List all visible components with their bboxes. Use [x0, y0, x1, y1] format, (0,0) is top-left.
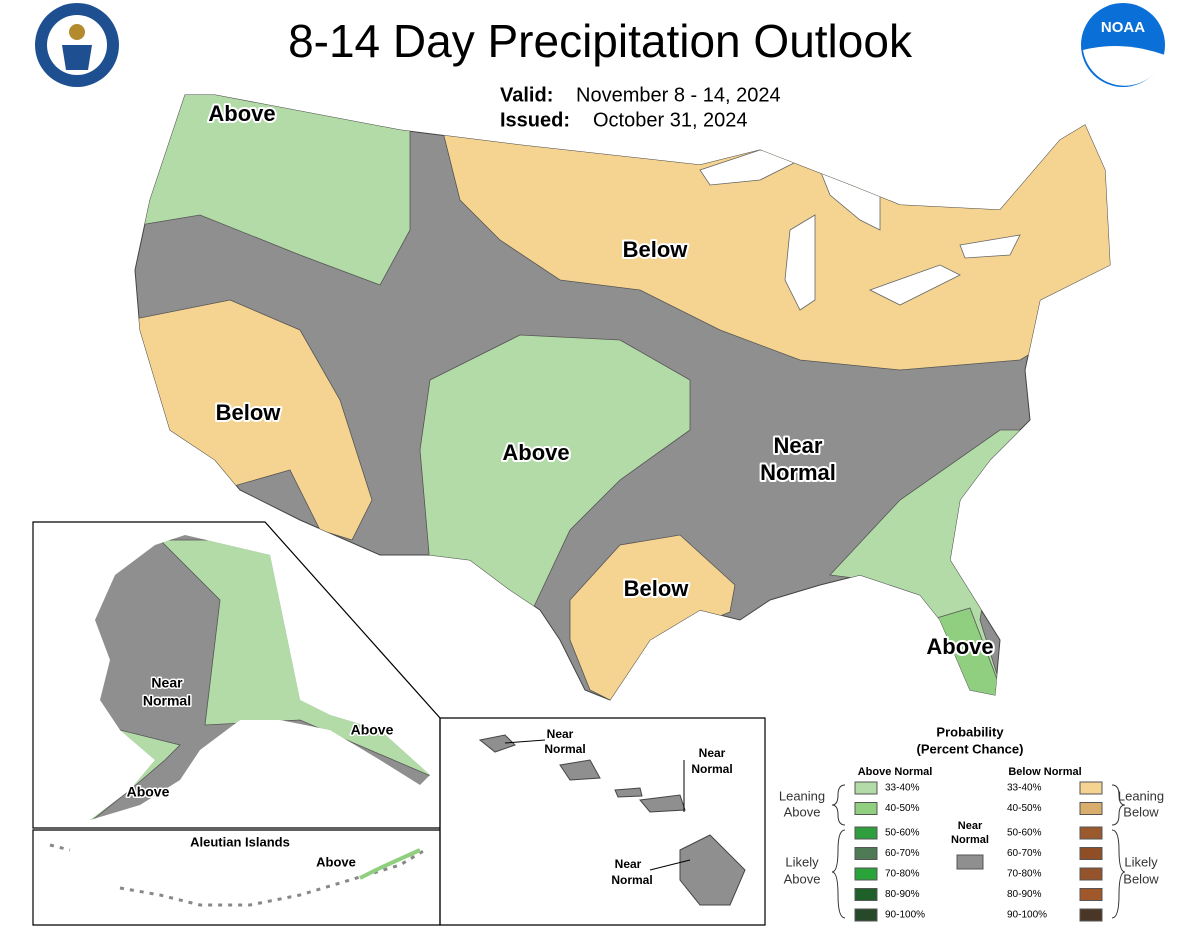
legend-near-header: Normal: [951, 834, 989, 846]
legend-range: 60-70%: [885, 848, 920, 859]
legend-above-header: Above Normal: [858, 766, 933, 778]
legend-range: 33-40%: [885, 783, 920, 794]
region-above-center: [419, 334, 691, 616]
valid-label: Valid:: [500, 84, 553, 106]
region-label: Below: [624, 576, 690, 601]
legend-range: 80-90%: [885, 889, 920, 900]
hawaii-label: Near: [699, 746, 726, 760]
hawaii-label: Normal: [544, 742, 585, 756]
legend-swatch: [1079, 847, 1103, 860]
legend-group: Likely: [785, 854, 819, 869]
legend-near-swatch: [956, 854, 984, 870]
hawaii-label: Near: [615, 857, 642, 871]
legend-range: 40-50%: [1007, 803, 1042, 814]
valid-dates: November 8 - 14, 2024: [576, 84, 781, 106]
legend-swatch: [854, 867, 878, 881]
legend-range: 50-60%: [1007, 828, 1042, 839]
legend-range: 70-80%: [885, 869, 920, 880]
aleutian-islands: [49, 843, 426, 907]
legend-below-header: Below Normal: [1008, 766, 1081, 778]
legend-title: (Percent Chance): [917, 741, 1024, 756]
hawaii-label: Normal: [691, 762, 732, 776]
region-label: Above: [926, 634, 993, 659]
legend-swatch: [854, 826, 878, 840]
region-label: Near: [774, 433, 823, 458]
legend-braces: [831, 784, 1126, 919]
legend-group: Leaning: [1118, 788, 1164, 803]
region-label: Below: [623, 237, 689, 262]
region-label: Above: [502, 440, 569, 465]
legend-range: 80-90%: [1007, 889, 1042, 900]
legend-swatch: [854, 781, 878, 795]
issued-label: Issued:: [500, 109, 570, 131]
legend-swatch: [854, 888, 878, 901]
hawaii-box: [439, 717, 766, 926]
legend-group: Likely: [1124, 854, 1158, 869]
legend-swatch: [854, 908, 878, 922]
alaska-label: Near: [151, 675, 183, 691]
legend-swatch: [1079, 781, 1103, 795]
legend-range: 60-70%: [1007, 848, 1042, 859]
hawaii-label: Near: [547, 727, 574, 741]
region-label: Above: [208, 101, 275, 126]
legend-swatch: [1079, 826, 1103, 840]
region-label: Normal: [760, 460, 836, 485]
legend-group: Leaning: [779, 788, 825, 803]
legend-group: Below: [1123, 804, 1159, 819]
issued-date: October 31, 2024: [593, 109, 748, 131]
noaa-text: NOAA: [1101, 19, 1145, 36]
legend-range: 90-100%: [885, 910, 925, 921]
aleutians-label: Above: [316, 854, 356, 869]
legend-swatch: [1079, 908, 1103, 922]
leader-lines: [504, 739, 691, 871]
legend-swatch: [1079, 802, 1103, 815]
alaska-label: Above: [351, 722, 394, 738]
noaa-logo: NOAA: [1081, 3, 1165, 87]
legend-swatch: [1079, 867, 1103, 881]
commerce-seal: [35, 3, 119, 87]
alaska-label: Normal: [143, 693, 191, 709]
legend-range: 50-60%: [885, 828, 920, 839]
title: 8-14 Day Precipitation Outlook: [288, 15, 913, 67]
great-lakes: [699, 149, 1021, 311]
legend-swatch: [854, 847, 878, 860]
aleutians-title: Aleutian Islands: [190, 834, 290, 849]
legend-range: 40-50%: [885, 803, 920, 814]
legend-near-header: Near: [958, 820, 983, 832]
hawaii-islands: [478, 734, 746, 906]
legend-group: Above: [784, 871, 821, 886]
legend-range: 90-100%: [1007, 910, 1047, 921]
legend-group: Above: [784, 804, 821, 819]
region-label: Below: [216, 400, 282, 425]
legend-group: Below: [1123, 871, 1159, 886]
legend-swatch: [854, 802, 878, 815]
legend-title: Probability: [936, 724, 1004, 739]
legend-swatch: [1079, 888, 1103, 901]
legend: Probability (Percent Chance) Above Norma…: [779, 724, 1164, 922]
legend-range: 33-40%: [1007, 783, 1042, 794]
aleutian-above: [359, 848, 421, 880]
alaska-label: Above: [127, 784, 170, 800]
legend-range: 70-80%: [1007, 869, 1042, 880]
hawaii-label: Normal: [611, 873, 652, 887]
